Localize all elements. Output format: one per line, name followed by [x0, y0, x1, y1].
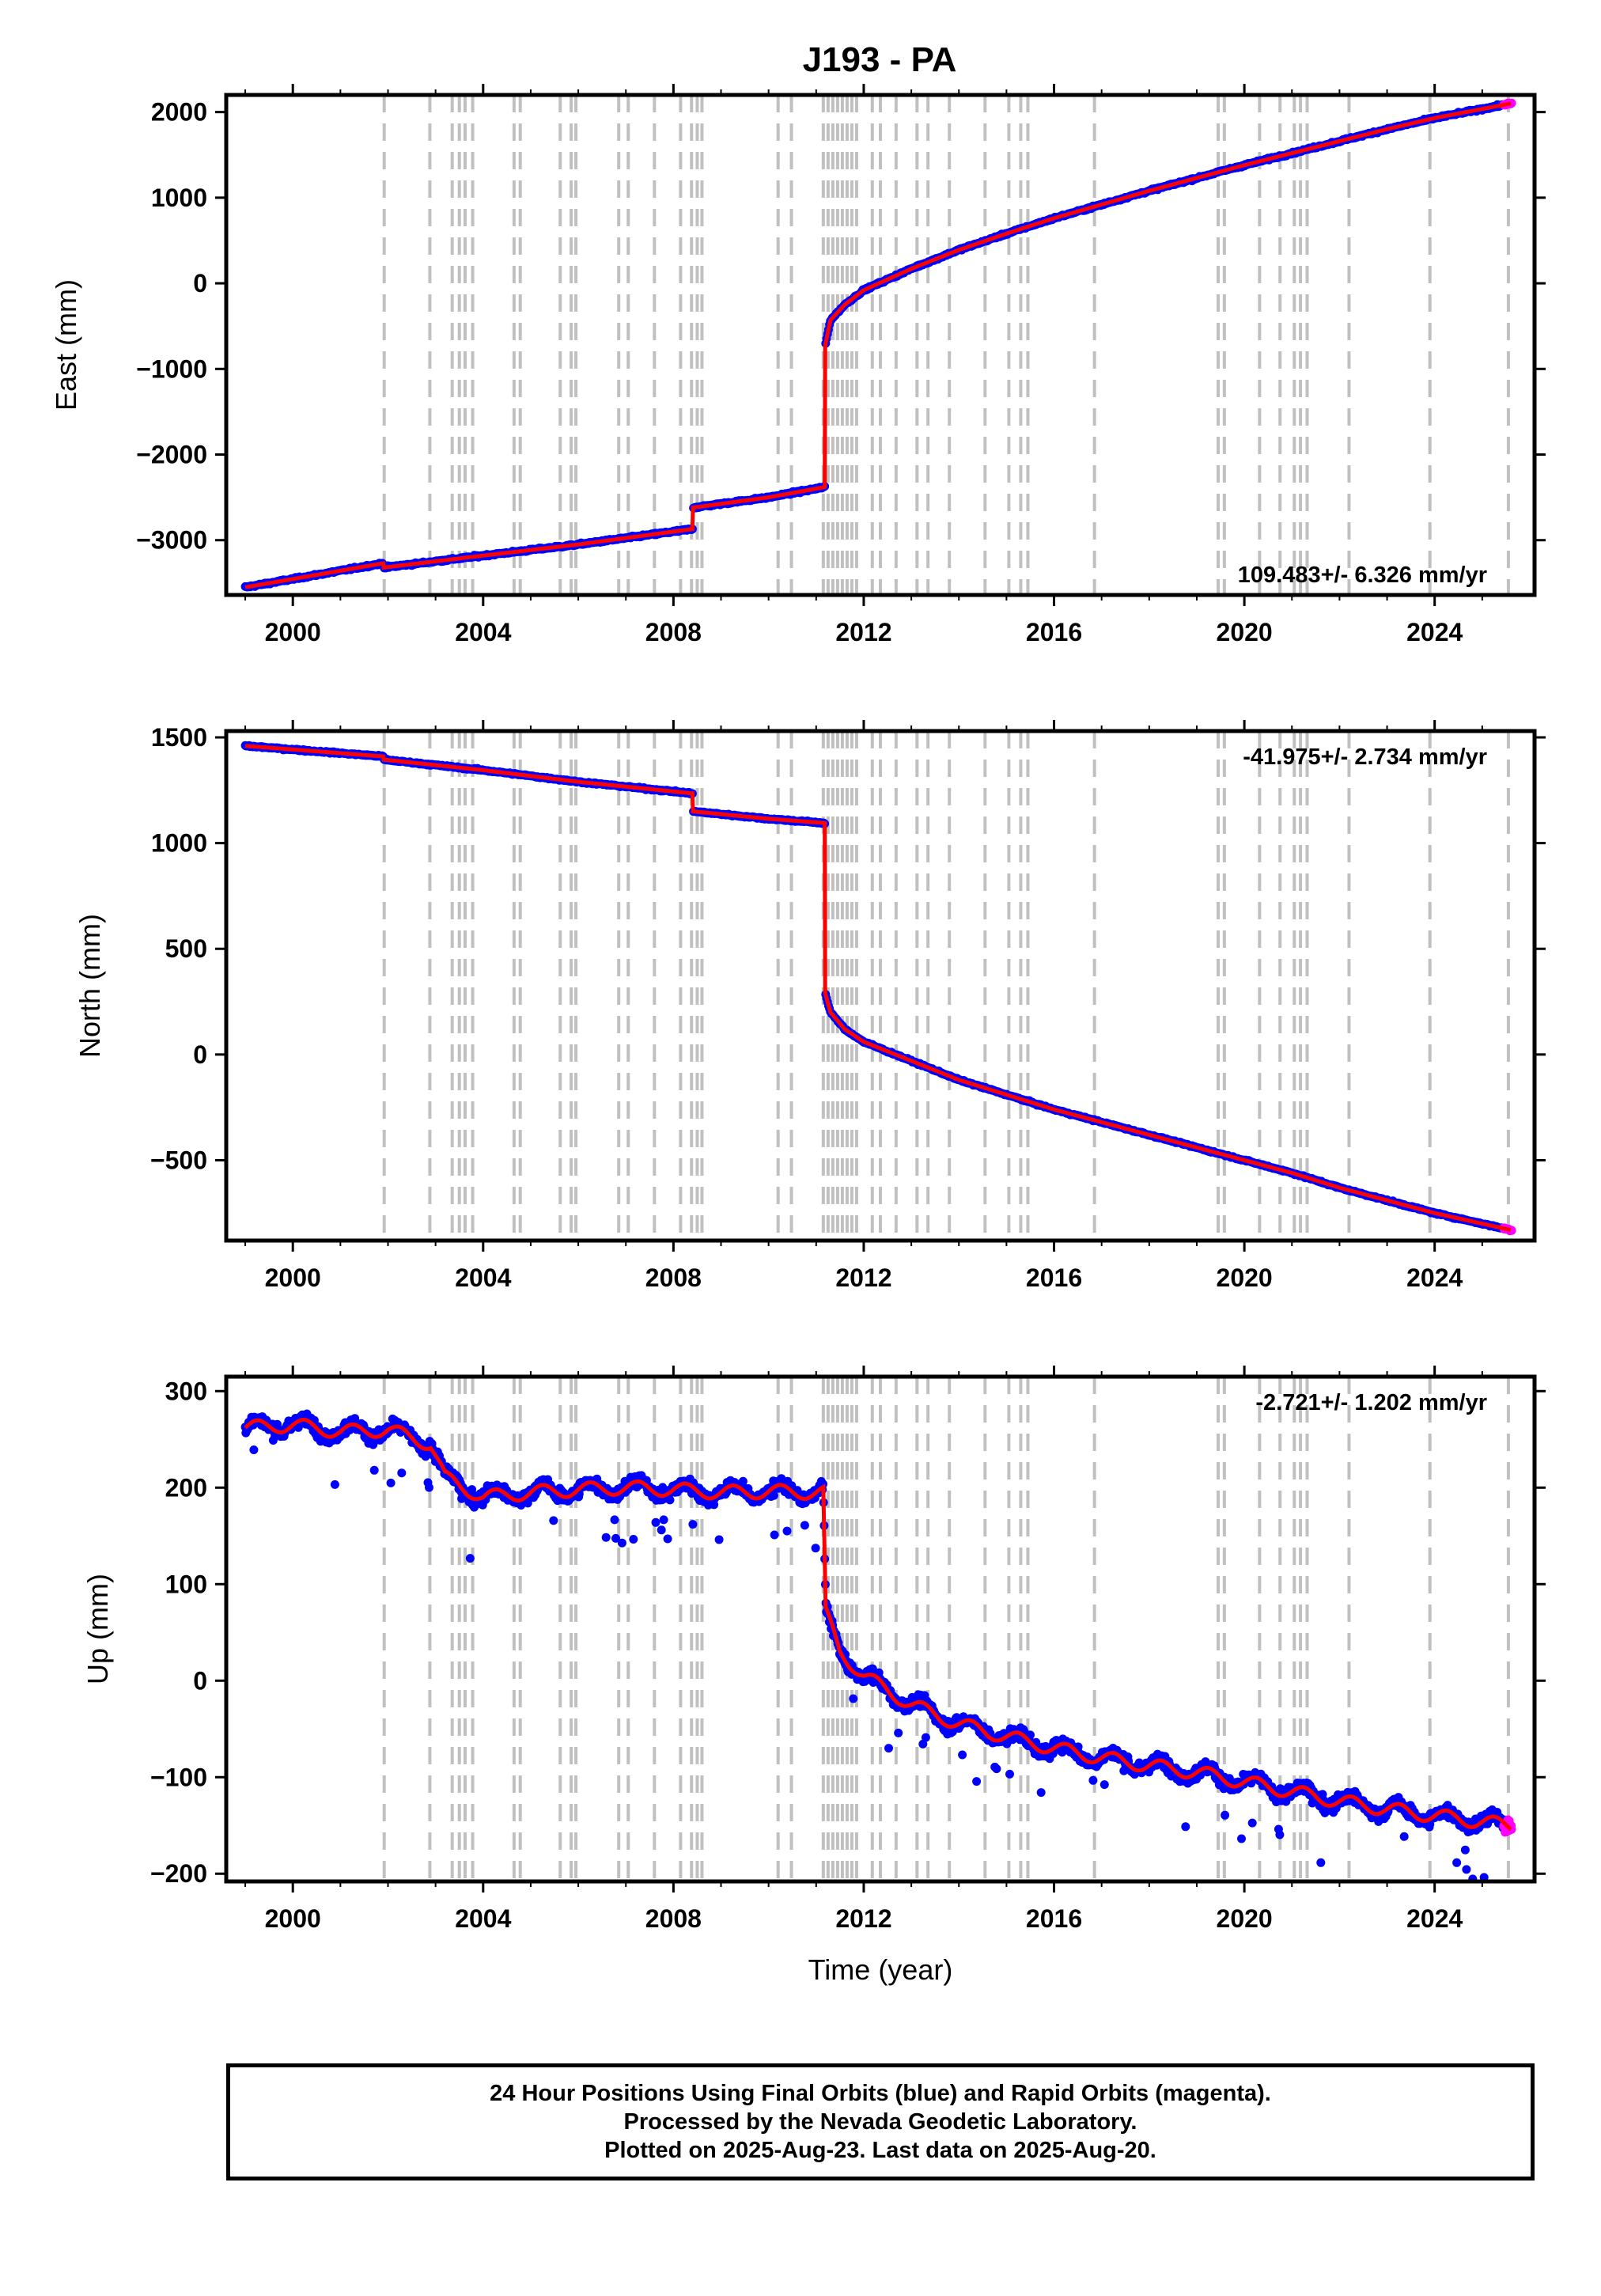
- final-orbit-point: [330, 1480, 339, 1489]
- final-orbit-point: [782, 1526, 792, 1536]
- y-tick-label: −500: [150, 1146, 207, 1174]
- final-orbit-point: [849, 1694, 858, 1703]
- y-tick-label: −1000: [136, 354, 207, 383]
- east-final-orbit-points: [240, 100, 1508, 592]
- north-model-fit-line: [244, 744, 1512, 1233]
- x-tick-label: 2008: [645, 618, 702, 646]
- east-model-fit-line: [244, 101, 1512, 589]
- x-tick-label: 2024: [1406, 618, 1463, 646]
- x-tick-label: 2012: [835, 618, 891, 646]
- final-orbit-point: [1316, 1858, 1326, 1867]
- panel-east: 2000 2004 2008 2012 2016 2020 2024 −3000 −2000 −1…: [50, 84, 1546, 646]
- final-orbit-point: [1100, 1780, 1109, 1790]
- final-orbit-point: [894, 1728, 903, 1737]
- panel-north: 2000 2004 2008 2012 2016 2020 2024 −500 0 500 1000…: [74, 720, 1546, 1292]
- final-orbit-point: [369, 1465, 379, 1475]
- final-orbit-point: [714, 1535, 724, 1544]
- y-tick-label: 1000: [151, 184, 207, 212]
- final-orbit-point: [659, 1515, 668, 1525]
- final-orbit-point: [1237, 1834, 1246, 1843]
- final-orbit-point: [1221, 1810, 1230, 1820]
- chart-title: J193 - PA: [803, 40, 957, 79]
- east-axes-frame: [224, 93, 1537, 597]
- x-tick-label: 2016: [1026, 1264, 1082, 1292]
- x-tick-label: 2004: [455, 618, 511, 646]
- x-tick-label: 2004: [455, 1264, 511, 1292]
- final-orbit-point: [1247, 1818, 1257, 1828]
- final-orbit-point: [663, 1534, 672, 1544]
- x-tick-label: 2016: [1026, 618, 1082, 646]
- x-tick-label: 2000: [265, 1264, 321, 1292]
- east-y-axis-label: East (mm): [50, 279, 82, 411]
- final-orbit-point: [601, 1533, 611, 1542]
- final-orbit-point: [610, 1515, 619, 1525]
- final-orbit-point: [397, 1468, 407, 1478]
- final-orbit-point: [465, 1554, 475, 1563]
- x-tick-label: 2020: [1217, 618, 1273, 646]
- final-orbit-point: [811, 1544, 820, 1553]
- x-tick-label: 2020: [1217, 1264, 1273, 1292]
- final-orbit-point: [1181, 1822, 1190, 1832]
- x-tick-label: 2008: [645, 1264, 702, 1292]
- final-orbit-point: [651, 1517, 660, 1527]
- final-orbit-point: [425, 1483, 433, 1492]
- x-tick-label: 2000: [265, 618, 321, 646]
- final-orbit-point: [972, 1777, 982, 1786]
- final-orbit-point: [921, 1733, 930, 1742]
- y-tick-label: 0: [193, 269, 207, 297]
- up-plot-area: [240, 1377, 1516, 1881]
- final-orbit-point: [958, 1750, 967, 1760]
- y-tick-label: −2000: [136, 441, 207, 469]
- final-orbit-point: [1088, 1775, 1098, 1785]
- final-orbit-point: [1275, 1830, 1285, 1839]
- final-orbit-point: [770, 1530, 779, 1540]
- final-orbit-point: [549, 1516, 558, 1525]
- final-orbit-point: [800, 1521, 809, 1530]
- panel-up: 2000 2004 2008 2012 2016 2020 2024−200−1000100…: [81, 1366, 1546, 1986]
- final-orbit-point: [688, 1520, 698, 1529]
- final-orbit-point: [657, 1525, 666, 1535]
- final-orbit-point: [386, 1478, 396, 1487]
- final-orbit-point: [617, 1538, 626, 1548]
- final-orbit-point: [884, 1744, 893, 1753]
- y-tick-label: 0: [193, 1040, 207, 1069]
- north-y-axis-label: North (mm): [74, 914, 106, 1058]
- x-tick-label: 2024: [1406, 1264, 1463, 1292]
- x-tick-label: 2012: [835, 1264, 891, 1292]
- final-orbit-point: [629, 1535, 638, 1544]
- north-rate-label: -41.975+/- 2.734 mm/yr: [1243, 744, 1487, 770]
- east-rate-label: 109.483+/- 6.326 mm/yr: [1238, 563, 1487, 588]
- y-tick-label: −3000: [136, 526, 207, 555]
- final-orbit-point: [992, 1764, 1001, 1774]
- y-tick-label: 2000: [151, 98, 207, 127]
- final-orbit-point: [249, 1445, 259, 1454]
- north-plot-area: [240, 731, 1516, 1241]
- y-tick-label: 500: [165, 934, 207, 963]
- final-orbit-point: [1036, 1788, 1046, 1798]
- final-orbit-point: [1005, 1769, 1014, 1779]
- east-plot-area: [240, 95, 1516, 595]
- final-orbit-point: [769, 1491, 778, 1500]
- y-tick-label: 1500: [151, 723, 207, 752]
- y-tick-label: 1000: [151, 829, 207, 858]
